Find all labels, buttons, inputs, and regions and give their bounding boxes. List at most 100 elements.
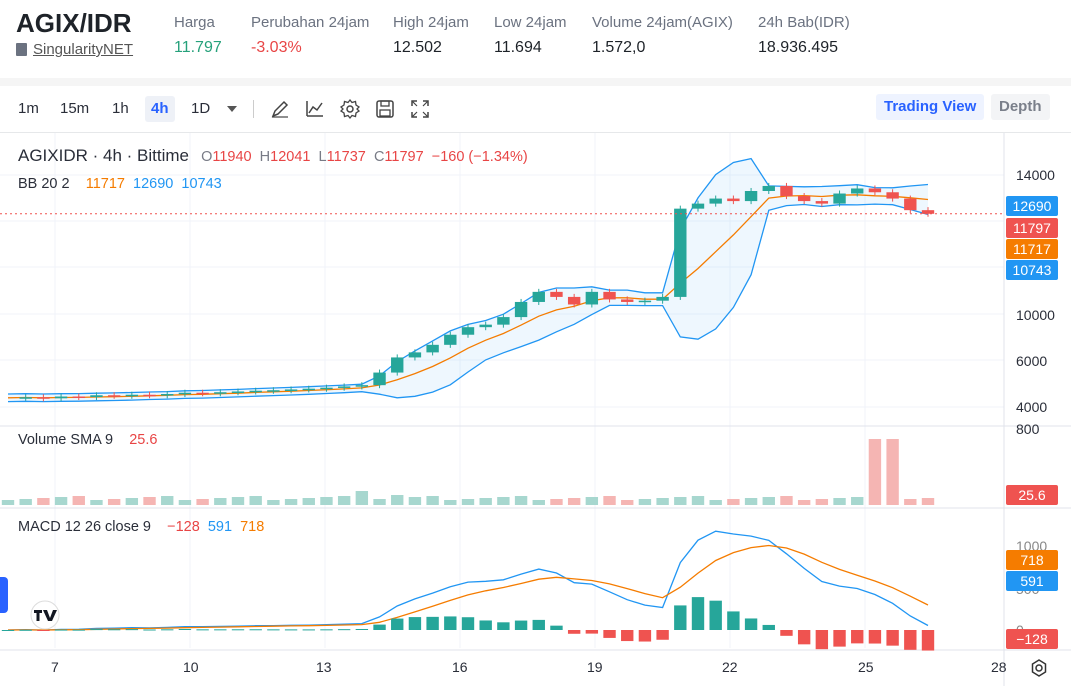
macd-hist-bar (585, 630, 599, 634)
volume-bar (921, 498, 935, 505)
bb-upper-tag: 12690 (1006, 196, 1058, 216)
settings-gear-icon[interactable] (1028, 657, 1050, 679)
trading-view-tab[interactable]: Trading View (876, 94, 985, 120)
settings-icon[interactable] (339, 98, 361, 120)
candle-body (762, 185, 775, 191)
macd-hist-bar (125, 629, 139, 631)
macd-hist-bar (621, 630, 634, 642)
macd-hist-bar (780, 630, 793, 636)
stat-high: High 24jam 12.502 (393, 14, 469, 57)
macd-hist-bar (691, 597, 705, 630)
candle-body (780, 185, 793, 197)
macd-hist-bar (231, 629, 245, 631)
volume-bar (125, 498, 139, 505)
volume-bar (621, 500, 634, 505)
macd-line-value: 591 (207, 519, 233, 535)
macd-hist-bar (479, 620, 492, 630)
close-label: C (373, 149, 385, 165)
candle-body (249, 390, 262, 393)
macd-hist-bar (762, 624, 775, 630)
draw-icon[interactable] (269, 98, 291, 120)
volume-bar (337, 496, 351, 505)
side-panel-handle[interactable] (0, 577, 8, 613)
macd-hist-bar (284, 629, 298, 631)
volume-bar (302, 498, 315, 505)
candle-body (921, 210, 935, 214)
volume-bar (320, 497, 333, 505)
volume-bar (1, 500, 15, 505)
bb-lower-tag: 10743 (1006, 260, 1058, 280)
timeframe-1m[interactable]: 1m (18, 100, 39, 117)
macd-hist-bar (267, 629, 280, 631)
candle-body (337, 386, 351, 388)
volume-bar (833, 498, 846, 505)
price-tick: 4000 (1016, 399, 1048, 415)
volume-bar (638, 499, 652, 505)
chart-area[interactable]: AGIXIDR · 4h · Bittime O11940 H12041 L11… (0, 133, 1071, 686)
candle-body (444, 334, 457, 345)
volume-bar (868, 439, 882, 505)
volume-bar (143, 497, 156, 505)
candle-body (355, 385, 369, 387)
timeframe-1h[interactable]: 1h (112, 100, 129, 117)
volume-bar (461, 499, 475, 505)
volume-bar (107, 499, 121, 505)
x-tick: 10 (183, 659, 199, 675)
volume-bar (851, 497, 864, 505)
candle-body (797, 196, 811, 202)
volume-tag: 25.6 (1006, 485, 1058, 505)
macd-hist-bar (532, 619, 545, 630)
timeframe-1d[interactable]: 1D (191, 100, 211, 117)
volume-bar (656, 498, 669, 505)
macd-legend: MACD 12 26 close 9 −128 591 718 (18, 519, 264, 535)
change-value: −160 (−1.34%) (431, 149, 528, 165)
volume-bar (54, 497, 68, 505)
stat-label: High 24jam (393, 14, 469, 31)
volume-bar (408, 497, 422, 505)
coin-info-link[interactable]: SingularityNET (16, 41, 133, 58)
price-chart[interactable] (0, 133, 1071, 686)
save-icon[interactable] (374, 98, 396, 120)
macd-signal-line (7, 544, 929, 631)
stat-volume: Volume 24jam(AGIX) 1.572,0 (592, 14, 733, 57)
macd-hist-bar (744, 618, 758, 630)
candle-body (904, 198, 917, 211)
volume-bar (231, 497, 245, 505)
bb-legend: BB 20 2 11717 12690 10743 (18, 176, 222, 192)
macd-hist-bar (567, 630, 581, 634)
candle-body (231, 391, 245, 393)
depth-tab[interactable]: Depth (991, 94, 1050, 120)
volume-value: 25.6 (129, 432, 158, 448)
timeframe-4h[interactable]: 4h (145, 96, 175, 122)
timeframe-15m[interactable]: 15m (60, 100, 90, 117)
stat-label: Low 24jam (494, 14, 567, 31)
header-divider (0, 78, 1071, 86)
candle-body (621, 299, 634, 302)
volume-bar (479, 498, 492, 505)
volume-tick: 800 (1016, 421, 1040, 437)
volume-label: Volume SMA 9 (18, 432, 114, 448)
x-tick: 16 (452, 659, 468, 675)
macd-hist-bar (320, 629, 333, 631)
volume-bar (780, 496, 793, 505)
macd-hist-bar (709, 600, 722, 630)
macd-hist-bar (107, 629, 121, 631)
volume-bar (744, 498, 758, 505)
chart-toolbar: 1m 15m 1h 4h 1D Trading View Depth (0, 86, 1071, 133)
volume-bar (727, 499, 740, 505)
candle-body (727, 198, 740, 202)
volume-bar (532, 500, 545, 505)
indicator-icon[interactable] (304, 98, 326, 120)
stat-label: Perubahan 24jam (251, 14, 370, 31)
candle-body (320, 387, 333, 390)
fullscreen-icon[interactable] (409, 98, 431, 120)
x-tick: 22 (722, 659, 738, 675)
volume-bar (585, 497, 599, 505)
macd-hist-bar (391, 618, 404, 630)
chevron-down-icon[interactable] (222, 100, 242, 118)
symbol-title: AGIXIDR · 4h · Bittime (18, 146, 189, 165)
volume-bar (19, 499, 32, 505)
open-value: 11940 (212, 149, 252, 165)
candle-body (532, 291, 545, 302)
x-tick: 13 (316, 659, 332, 675)
